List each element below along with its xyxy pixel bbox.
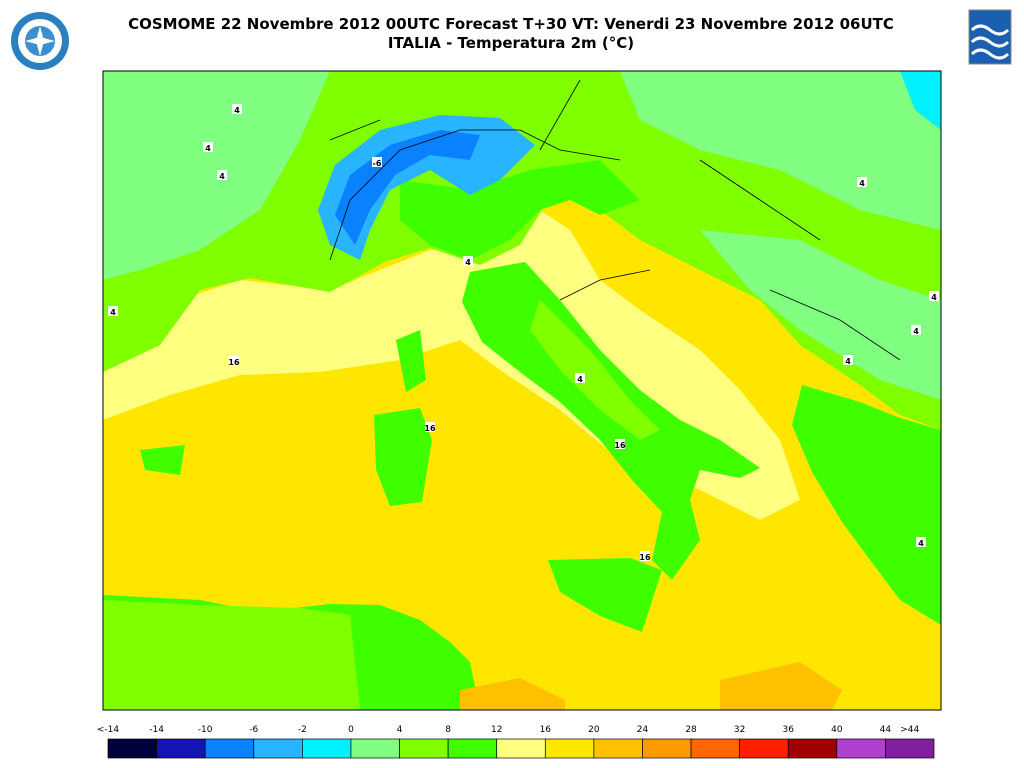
contour-label: 4 xyxy=(205,144,211,153)
colorbar-swatch xyxy=(739,738,789,759)
contour-label: 4 xyxy=(234,106,240,115)
colorbar-swatch xyxy=(302,738,352,759)
colorbar-label: >44 xyxy=(900,725,919,735)
left-logo xyxy=(11,12,69,70)
colorbar-label: <-14 xyxy=(97,725,120,735)
colorbar-swatch xyxy=(156,738,206,759)
colorbar-swatch xyxy=(350,738,400,759)
colorbar-label: 44 xyxy=(880,725,892,735)
colorbar-swatch xyxy=(690,738,740,759)
subtitle: ITALIA - Temperatura 2m (°C) xyxy=(388,34,634,52)
contour-label-bg xyxy=(232,104,242,114)
contour-label-bg xyxy=(916,537,926,547)
contour-label: 4 xyxy=(931,293,937,302)
colorbar-swatch xyxy=(204,738,255,759)
map-frame xyxy=(102,70,942,711)
colorbar-swatch xyxy=(447,738,498,759)
contour-label: 4 xyxy=(219,172,225,181)
contour-label-bg xyxy=(857,177,867,187)
contour-label: 4 xyxy=(913,327,919,336)
colorbar-swatch xyxy=(593,738,643,759)
contour-label-bg xyxy=(372,157,382,167)
map xyxy=(103,71,941,710)
colorbar-swatch xyxy=(107,738,157,759)
contour-label: -6 xyxy=(373,159,382,168)
contour-label-bg xyxy=(203,142,213,152)
contour-label: 4 xyxy=(918,539,924,548)
contour-label-bg xyxy=(217,170,227,180)
contour-label: 16 xyxy=(424,424,436,433)
colorbar-label: 16 xyxy=(540,725,552,735)
colorbar-swatch xyxy=(399,738,449,759)
contour-label-bg xyxy=(615,439,625,449)
colorbar-label: 8 xyxy=(445,725,451,735)
contour-label-bg xyxy=(911,325,921,335)
colorbar-label: 24 xyxy=(637,725,649,735)
contour-label-bg xyxy=(843,355,853,365)
colorbar-label: -10 xyxy=(198,725,213,735)
colorbar-label: 40 xyxy=(831,725,843,735)
title: COSMOME 22 Novembre 2012 00UTC Forecast … xyxy=(128,15,894,33)
colorbar-label: -6 xyxy=(249,725,258,735)
colorbar-label: 20 xyxy=(588,725,600,735)
contour-label-bg xyxy=(108,306,118,316)
contour-label-bg xyxy=(463,256,473,266)
colorbar-label: 36 xyxy=(783,725,795,735)
contour-label: 4 xyxy=(859,179,865,188)
contour-label-bg xyxy=(425,422,435,432)
colorbar-label: -14 xyxy=(149,725,164,735)
contour-label-bg xyxy=(640,551,650,561)
colorbar-swatch xyxy=(836,738,886,759)
contour-label: 16 xyxy=(228,358,240,367)
contour-label: 4 xyxy=(845,357,851,366)
contour-label-bg xyxy=(229,356,239,366)
colorbar: <-14 -14 -10 -6 -2 0 4 8 12 16 20 24 28 32 36 40 44 >44 xyxy=(97,725,935,759)
contour-label: 16 xyxy=(614,441,626,450)
colorbar-swatch xyxy=(787,738,838,759)
contour-label: 16 xyxy=(639,553,651,562)
colorbar-label: 28 xyxy=(685,725,697,735)
colorbar-swatch xyxy=(253,738,303,759)
contour-label: 4 xyxy=(577,375,583,384)
contour-label: 4 xyxy=(465,258,471,267)
contour-label: 4 xyxy=(110,308,116,317)
contour-labels: 4 4 4 -6 4 4 16 4 16 16 4 4 4 4 16 4 xyxy=(108,104,939,562)
colorbar-label: 4 xyxy=(397,725,403,735)
colorbar-swatch xyxy=(496,738,546,759)
colorbar-label: 0 xyxy=(348,725,354,735)
colorbar-swatch xyxy=(544,738,595,759)
colorbar-label: 12 xyxy=(491,725,502,735)
contour-label-bg xyxy=(929,291,939,301)
contour-label-bg xyxy=(575,373,585,383)
colorbar-swatch xyxy=(642,738,692,759)
right-logo xyxy=(968,9,1012,65)
colorbar-label: 32 xyxy=(734,725,745,735)
colorbar-swatch xyxy=(885,738,935,759)
colorbar-label: -2 xyxy=(298,725,307,735)
